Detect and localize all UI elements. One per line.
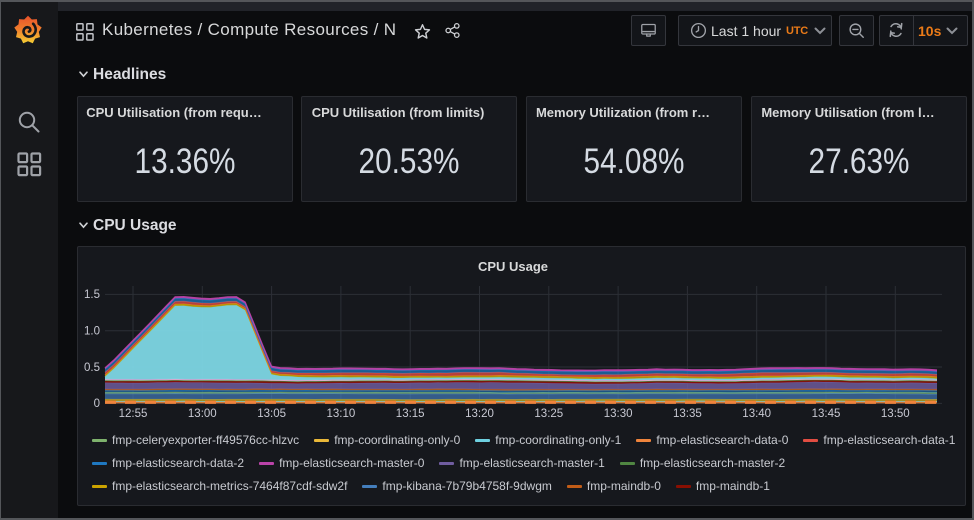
svg-text:13:45: 13:45 <box>812 408 841 420</box>
svg-text:13:25: 13:25 <box>534 408 563 420</box>
svg-text:13:30: 13:30 <box>604 408 633 420</box>
svg-text:0: 0 <box>94 398 100 410</box>
svg-text:13:15: 13:15 <box>396 408 425 420</box>
svg-text:13:40: 13:40 <box>742 408 771 420</box>
svg-text:13:05: 13:05 <box>257 408 286 420</box>
svg-text:13:35: 13:35 <box>673 408 702 420</box>
svg-text:13:10: 13:10 <box>327 408 356 420</box>
svg-text:13:00: 13:00 <box>188 408 217 420</box>
svg-text:1.5: 1.5 <box>84 289 100 301</box>
svg-text:1.0: 1.0 <box>84 326 100 338</box>
svg-text:13:20: 13:20 <box>465 408 494 420</box>
svg-text:0.5: 0.5 <box>84 362 100 374</box>
svg-text:12:55: 12:55 <box>119 408 148 420</box>
svg-text:13:50: 13:50 <box>881 408 910 420</box>
